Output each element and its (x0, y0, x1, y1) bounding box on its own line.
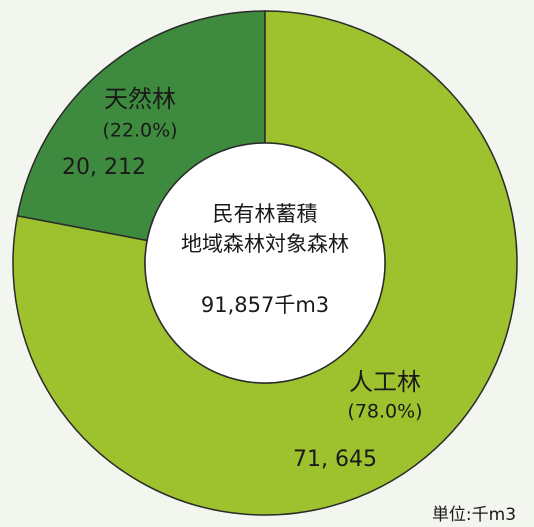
segment-value: 71, 645 (293, 447, 377, 472)
center-total: 91,857千m3 (201, 293, 329, 317)
center-line: 地域森林対象森林 (181, 232, 349, 256)
unit-label: 単位:千m3 (432, 505, 516, 525)
segment-value: 20, 212 (62, 155, 146, 180)
center-line: 民有林蓄積 (213, 202, 318, 226)
segment-name: 天然林 (104, 85, 176, 113)
segment-percent: (22.0%) (102, 120, 177, 142)
segment-name: 人工林 (349, 368, 421, 396)
donut-hole (144, 142, 386, 384)
segment-percent: (78.0%) (347, 401, 422, 423)
